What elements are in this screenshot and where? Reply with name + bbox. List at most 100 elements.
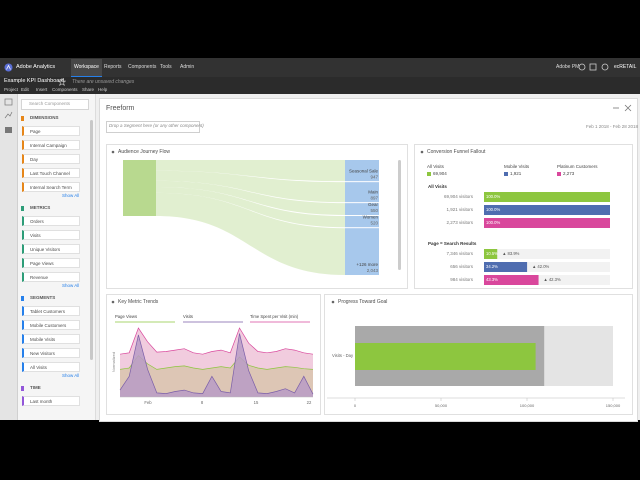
component-item[interactable]: New Visitors (22, 348, 80, 358)
funnel-bar-label: 34.2% (486, 264, 498, 269)
legend-label: Time Spent per Visit (min) (250, 314, 299, 319)
component-item[interactable]: All Visits (22, 362, 80, 372)
component-item[interactable]: Tablet Customers (22, 306, 80, 316)
show-all[interactable]: Show All (62, 193, 80, 198)
component-item[interactable]: Page (22, 126, 80, 136)
component-item[interactable]: Mobile Visits (22, 334, 80, 344)
component-item[interactable]: Mobile Customers (22, 320, 80, 330)
menu-item[interactable]: Help (98, 87, 108, 92)
component-item[interactable]: Last Touch Channel (22, 168, 80, 178)
segment-name: Platinum Customers (557, 164, 598, 169)
card-dot (111, 300, 115, 304)
scrollbar (90, 120, 93, 360)
menu-item[interactable]: Project (4, 87, 19, 92)
flow-node-value: 897 (370, 195, 378, 200)
trend-line (119, 355, 314, 370)
component-item[interactable]: Revenue (22, 272, 80, 282)
section-header: METRICS (21, 205, 50, 211)
left-rail (0, 94, 18, 420)
component-item[interactable]: Internal Campaign (22, 140, 80, 150)
flow-node-label: Main (368, 189, 378, 194)
flow-node-value: 520 (370, 220, 378, 225)
panel-title: Freeform (106, 105, 135, 112)
goal-tick-label: 0 (354, 403, 357, 408)
favorite-star[interactable] (58, 78, 66, 86)
menu-item[interactable]: Edit (21, 87, 29, 92)
report-suite[interactable]: ecRETAIL (614, 64, 637, 70)
flow-link (156, 187, 345, 228)
flow-node (345, 203, 379, 216)
funnel-bar (484, 218, 610, 228)
menu-item[interactable]: Components (52, 87, 78, 92)
funnel-bar-track (484, 275, 610, 285)
funnel-bar (484, 192, 610, 202)
funnel-bar-label: 43.3% (486, 277, 498, 282)
step-visitors: 984 visitors (450, 277, 474, 282)
nav-item[interactable]: Components (128, 64, 157, 70)
x-tick-label: 8 (201, 400, 204, 405)
card-dot (420, 150, 424, 154)
legend-label: Page Views (115, 314, 137, 319)
funnel-change: ▲ 83.9% (502, 251, 519, 256)
funnel-bar (484, 262, 528, 272)
flow-node (345, 228, 379, 275)
drop-zone-text: Drop a Segment here (or any other compon… (109, 123, 204, 128)
panel-controls[interactable] (612, 104, 632, 112)
step-visitors: 69,904 visitors (444, 194, 474, 199)
legend-label: Visits (183, 314, 193, 319)
project-header (0, 77, 640, 94)
section-header: DIMENSIONS (21, 115, 59, 121)
show-all[interactable]: Show All (62, 283, 80, 288)
flow-node (345, 182, 379, 203)
user-name[interactable]: Adobe PM (556, 64, 580, 70)
funnel-bar-track (484, 262, 610, 272)
nav-item[interactable]: Workspace (71, 59, 102, 77)
step-label: All Visits (428, 184, 447, 189)
nav-item[interactable]: Reports (104, 64, 122, 70)
component-item[interactable]: Unique Visitors (22, 244, 80, 254)
funnel-bar (484, 205, 610, 215)
component-item[interactable]: Last month (22, 396, 80, 406)
component-item[interactable]: Page Views (22, 258, 80, 268)
component-item[interactable]: Internal Search Term (22, 182, 80, 192)
search-box[interactable] (21, 99, 89, 110)
card-dot (111, 150, 115, 154)
x-tick-label: Feb (144, 400, 152, 405)
flow-node-label: Seasonal Sale (349, 168, 379, 173)
flow-node-label: Gear (368, 202, 379, 207)
funnel-bar-label: 100.0% (486, 194, 500, 199)
section-header: SEGMENTS (21, 295, 55, 301)
goal-tick-label: 100,000 (520, 403, 535, 408)
funnel-bar-label: 100.0% (486, 207, 500, 212)
section-header: TIME (21, 385, 41, 391)
app-header (0, 58, 640, 77)
component-item[interactable]: Orders (22, 216, 80, 226)
funnel-bar-label: 100.0% (486, 220, 500, 225)
flow-link (156, 192, 345, 275)
step-visitors: 656 visitors (450, 264, 474, 269)
segment-drop-zone[interactable] (106, 121, 200, 133)
trend-line (119, 333, 314, 395)
card-dot (331, 300, 335, 304)
date-range[interactable]: Feb 1 2018 - Feb 28 2018 (586, 124, 639, 129)
component-item[interactable]: Visits (22, 230, 80, 240)
show-all[interactable]: Show All (62, 373, 80, 378)
segment-total: 69,904 (433, 171, 447, 176)
save-status: There are unsaved changes (72, 79, 135, 85)
x-tick-label: 15 (254, 400, 259, 405)
funnel-title: Conversion Funnel Fallout (427, 149, 486, 155)
nav-item[interactable]: Admin (180, 64, 195, 70)
nav-item[interactable]: Tools (160, 64, 172, 70)
step-visitors: 1,921 visitors (446, 207, 473, 212)
step-label: Page = Search Results (428, 241, 477, 246)
flow-node-value: 2,043 (367, 268, 379, 273)
flow-title: Audience Journey Flow (118, 149, 170, 155)
funnel-change: ▲ 42.3% (544, 277, 561, 282)
menu-item[interactable]: Share (82, 87, 95, 92)
menu-item[interactable]: Insert (36, 87, 48, 92)
component-item[interactable]: Day (22, 154, 80, 164)
trend-area (120, 355, 313, 397)
funnel-bar-label: 10.5% (486, 251, 498, 256)
flow-entry-node (123, 160, 156, 216)
